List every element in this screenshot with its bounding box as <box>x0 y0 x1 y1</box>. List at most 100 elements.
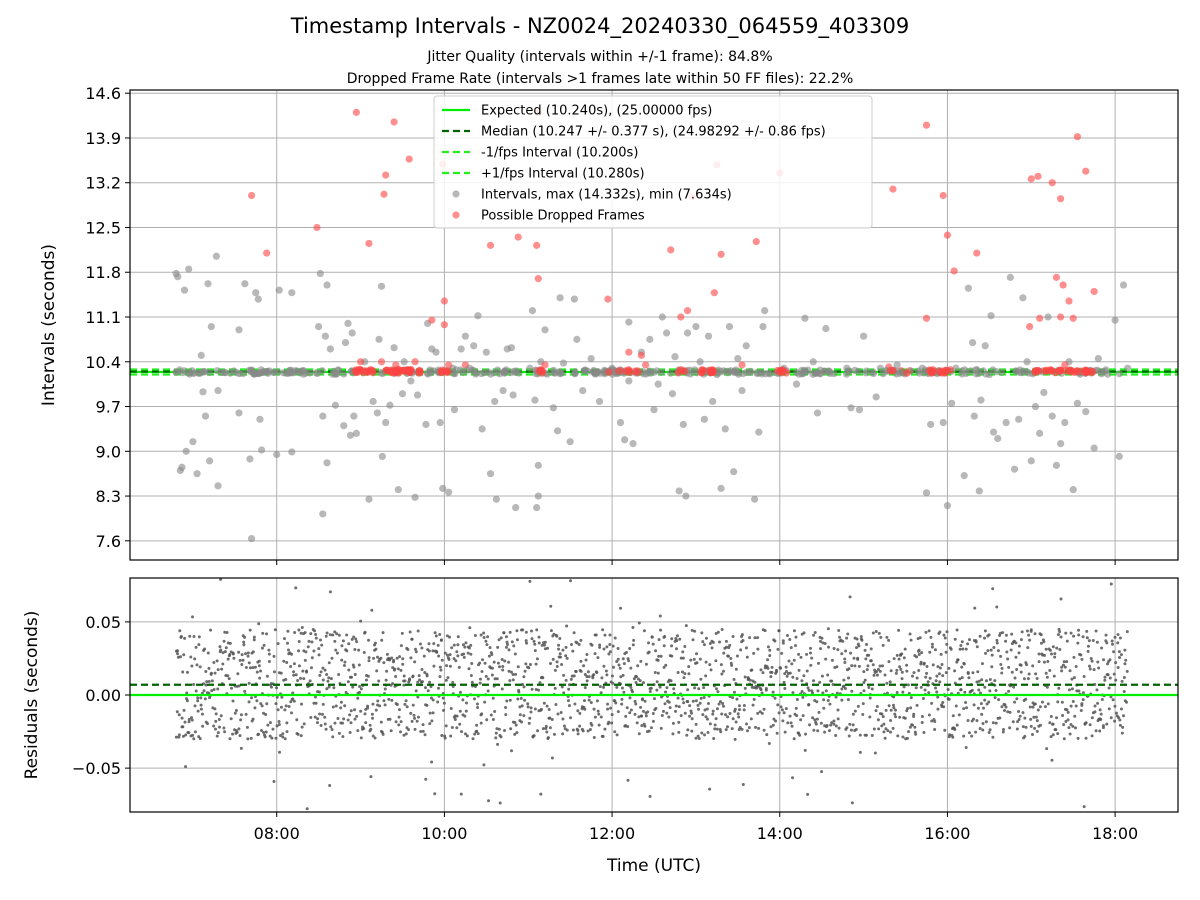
interval-point <box>675 487 683 495</box>
interval-point <box>299 366 307 375</box>
residual-point <box>822 706 826 710</box>
residual-point <box>902 656 906 660</box>
dropped-frame-point <box>922 314 931 322</box>
residual-point <box>995 605 999 609</box>
residual-point <box>1056 633 1060 637</box>
residual-point <box>543 643 547 647</box>
interval-point <box>700 415 708 423</box>
residual-point <box>540 643 544 647</box>
residual-point <box>808 723 812 727</box>
residual-point <box>305 670 309 674</box>
residual-point <box>329 725 333 729</box>
residual-point <box>438 675 442 679</box>
residual-point <box>824 657 828 661</box>
residual-point <box>1077 628 1081 632</box>
residual-point <box>318 638 322 642</box>
residual-point <box>376 699 380 703</box>
residual-point <box>337 731 341 735</box>
residual-point <box>523 698 527 702</box>
residual-point <box>995 638 999 642</box>
residual-point <box>510 640 514 644</box>
residual-point <box>595 699 599 703</box>
residual-point <box>1084 721 1088 725</box>
residual-point <box>503 659 507 663</box>
dropped-frame-point <box>922 121 931 129</box>
residual-point <box>493 709 497 713</box>
residual-point <box>857 644 861 648</box>
interval-point <box>478 425 486 433</box>
residual-point <box>274 702 278 706</box>
residual-point <box>369 727 373 731</box>
time-x-ticks: 08:00 10:00 12:00 14:00 16:00 18:00 <box>254 560 1138 843</box>
residual-point <box>596 656 600 660</box>
residual-point <box>984 651 988 655</box>
residual-point <box>268 721 272 725</box>
residual-point <box>1006 657 1010 661</box>
residual-point <box>534 662 538 666</box>
dropped-frame-point <box>943 231 952 239</box>
residual-point <box>621 673 625 677</box>
residual-point <box>704 674 708 678</box>
residual-point <box>780 651 784 655</box>
residual-point <box>1038 723 1042 727</box>
residual-point <box>353 647 357 651</box>
residual-point <box>636 664 640 668</box>
residual-point <box>993 679 997 683</box>
residual-point <box>320 643 324 647</box>
residual-point <box>792 658 796 662</box>
interval-point <box>725 322 734 331</box>
residual-point <box>486 689 490 693</box>
residual-point <box>1112 650 1116 654</box>
interval-point <box>350 412 358 420</box>
residual-point <box>483 661 487 665</box>
residual-point <box>1048 668 1052 672</box>
residual-point <box>431 649 435 653</box>
residual-point <box>930 645 934 649</box>
residual-point <box>383 687 387 691</box>
residual-point <box>334 648 338 652</box>
residual-point <box>1038 705 1042 709</box>
residual-point <box>285 730 289 734</box>
residual-point <box>920 651 924 655</box>
residual-point <box>914 732 918 736</box>
residual-point <box>1111 642 1115 646</box>
residual-point <box>760 691 764 695</box>
residual-point <box>795 676 799 680</box>
residual-point <box>808 646 812 650</box>
residual-point <box>1068 732 1072 736</box>
residual-point <box>965 706 969 710</box>
residual-point <box>1067 726 1071 730</box>
residual-point <box>423 670 427 674</box>
intervals-y-ticks: 14.613.913.212.511.811.110.49.79.08.37.6 <box>85 84 130 551</box>
residual-point <box>375 669 379 673</box>
residual-point <box>309 716 313 720</box>
residual-point <box>1012 685 1016 689</box>
interval-point <box>1012 367 1020 375</box>
residual-point <box>603 727 607 731</box>
residual-point <box>425 703 429 707</box>
interval-point <box>205 368 214 377</box>
interval-point <box>692 322 700 331</box>
residual-point <box>292 670 296 674</box>
residual-point <box>979 702 983 706</box>
residual-point <box>1116 641 1120 645</box>
residual-point <box>1122 676 1126 680</box>
residual-point <box>685 733 689 737</box>
dropped-frame-point <box>710 289 718 297</box>
residual-point <box>377 679 381 683</box>
residual-point <box>221 651 225 655</box>
interval-point <box>804 366 812 374</box>
residual-point <box>478 681 482 685</box>
residual-point <box>197 635 201 639</box>
residual-point <box>520 720 524 724</box>
residual-point <box>1051 722 1055 726</box>
residual-point <box>1118 718 1122 722</box>
residual-point <box>1029 628 1033 632</box>
residual-point <box>504 705 508 709</box>
residual-point <box>967 638 971 642</box>
residual-point <box>865 668 869 672</box>
interval-point <box>989 428 998 436</box>
residual-point <box>854 646 858 650</box>
residual-point <box>1029 724 1033 728</box>
residual-point <box>983 698 987 702</box>
